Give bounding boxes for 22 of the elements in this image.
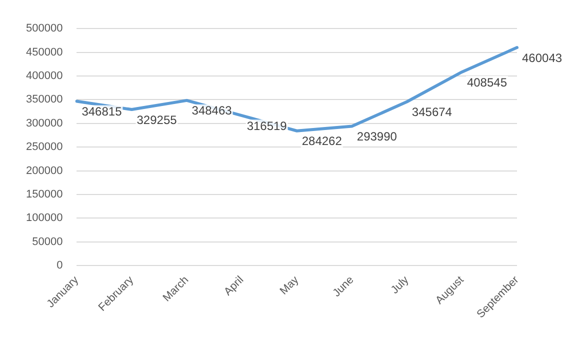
data-label: 408545 <box>466 75 508 90</box>
y-tick-label: 200000 <box>26 164 63 177</box>
y-tick-label: 0 <box>56 260 63 272</box>
y-tick-label: 300000 <box>26 117 63 130</box>
y-tick-label: 100000 <box>26 212 63 224</box>
data-label: 316519 <box>246 118 288 133</box>
data-label: 329255 <box>136 112 178 127</box>
data-label: 346815 <box>82 104 122 119</box>
y-tick-label: 50000 <box>32 236 63 248</box>
y-tick-label: 500000 <box>26 22 63 35</box>
x-tick-label: May <box>278 274 302 298</box>
data-label: 460043 <box>522 50 562 65</box>
y-tick-label: 150000 <box>26 188 63 201</box>
data-label: 348463 <box>192 104 232 118</box>
y-tick-label: 400000 <box>26 70 63 82</box>
x-tick-label: July <box>388 274 412 296</box>
data-label: 345674 <box>412 105 452 120</box>
data-label: 284262 <box>302 134 342 148</box>
data-label: 293990 <box>356 130 398 144</box>
y-tick-label: 450000 <box>26 46 63 58</box>
y-tick-label: 350000 <box>26 94 63 106</box>
y-tick-label: 250000 <box>26 141 63 154</box>
